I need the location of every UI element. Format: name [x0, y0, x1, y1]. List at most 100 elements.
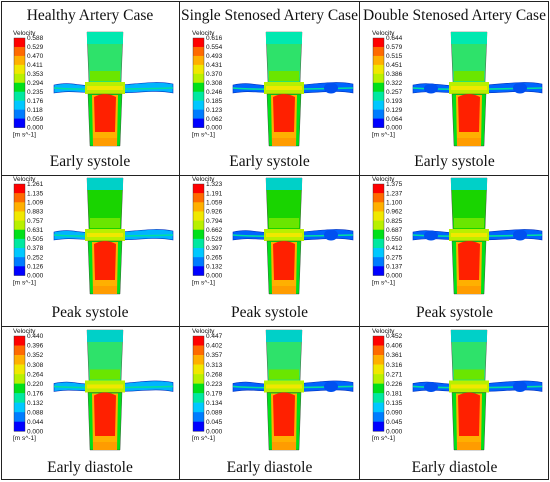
caption-double-early-diastole: Early diastole — [411, 459, 498, 476]
legend-swatch — [373, 345, 384, 356]
legend-swatch — [373, 402, 384, 413]
caption-double-early-systole: Early systole — [414, 153, 495, 170]
legend-tick-label: 0.045 — [206, 419, 223, 426]
legend-swatch — [373, 220, 384, 231]
caption-double-peak-systole: Peak systole — [415, 304, 494, 321]
legend-tick-label: 0.268 — [206, 371, 223, 378]
panel-double-peak-systole: Velocity 1.375 1.237 1.100 0.962 0.825 0.687 0.… — [361, 175, 548, 297]
legend-tick-label: 0.962 — [386, 209, 403, 216]
legend-tick-label: 1.237 — [386, 190, 403, 197]
panel-single-early-diastole: Velocity 0.447 0.402 0.357 0.313 0.268 0.223 0.… — [181, 327, 359, 453]
legend-swatch — [193, 91, 204, 101]
legend-swatch — [14, 345, 25, 356]
legend-swatch — [14, 91, 25, 101]
legend-swatch — [14, 202, 25, 212]
legend-tick-label: 1.059 — [206, 199, 223, 206]
legend-tick-label: 1.135 — [27, 190, 44, 197]
legend-tick-label: 0.529 — [27, 44, 44, 51]
legend-swatch — [373, 383, 384, 394]
table-border-right — [548, 1, 549, 480]
legend-tick-label: 0.118 — [27, 107, 43, 114]
legend-swatch — [373, 202, 384, 212]
legend-swatch — [193, 46, 204, 57]
legend-tick-label: 0.137 — [386, 263, 403, 270]
legend-tick-label: 0.226 — [386, 381, 403, 388]
legend-tick-label: 0.000 — [386, 125, 403, 132]
legend-swatch — [373, 64, 384, 75]
legend-title: Velocity — [372, 30, 395, 37]
legend-swatch — [373, 257, 384, 267]
legend-tick-label: 0.235 — [27, 89, 44, 96]
legend-swatch — [193, 202, 204, 212]
legend-swatch — [373, 374, 384, 384]
legend-tick-label: 0.616 — [206, 35, 223, 42]
legend-tick-label: 0.402 — [206, 343, 223, 350]
table-border-top — [1, 1, 549, 2]
legend-tick-label: 0.554 — [206, 44, 223, 51]
legend-tick-label: 0.396 — [27, 343, 44, 350]
legend-title: Velocity — [13, 30, 36, 37]
column-title-healthy: Healthy Artery Case — [26, 7, 154, 24]
legend-swatch — [14, 336, 25, 346]
legend-swatch — [14, 266, 25, 276]
legend-tick-label: 1.100 — [386, 199, 403, 206]
legend-swatch — [193, 118, 204, 128]
legend-tick-label: 0.132 — [206, 263, 223, 270]
legend-swatch — [373, 73, 384, 84]
legend-swatch — [373, 266, 384, 276]
legend-swatch — [14, 100, 25, 110]
legend-tick-label: 0.129 — [386, 107, 403, 114]
legend-unit: [m s^-1] — [192, 279, 215, 286]
legend-swatch — [14, 220, 25, 231]
legend-tick-label: 0.062 — [206, 116, 223, 123]
panel-single-early-systole: Velocity 0.616 0.554 0.493 0.431 0.370 0.308 0.… — [181, 29, 359, 149]
legend-tick-label: 1.261 — [27, 181, 44, 188]
legend-tick-label: 0.176 — [27, 98, 44, 105]
caption-healthy-peak-systole: Peak systole — [51, 304, 129, 321]
legend-tick-label: 0.322 — [386, 80, 403, 87]
legend-tick-label: 0.757 — [27, 218, 44, 225]
legend-swatch — [193, 211, 204, 221]
legend-swatch — [193, 412, 204, 423]
legend-tick-label: 0.132 — [27, 400, 44, 407]
legend-unit: [m s^-1] — [192, 435, 215, 442]
legend-swatch — [373, 91, 384, 101]
legend-unit: [m s^-1] — [372, 279, 395, 286]
legend-tick-label: 0.088 — [27, 409, 44, 416]
legend-swatch — [14, 383, 25, 394]
legend-swatch — [373, 248, 384, 258]
legend-unit: [m s^-1] — [192, 132, 215, 139]
legend-unit: [m s^-1] — [13, 132, 36, 139]
legend-swatch — [373, 100, 384, 110]
legend-tick-label: 0.220 — [27, 381, 44, 388]
legend-swatch — [373, 211, 384, 221]
legend-swatch — [193, 193, 204, 203]
table-border-bottom — [1, 479, 549, 480]
legend-tick-label: 0.135 — [386, 400, 403, 407]
legend-swatch — [373, 412, 384, 423]
panel-double-early-systole: Velocity 0.644 0.579 0.515 0.451 0.386 0.322 0.… — [361, 29, 548, 149]
legend-swatch — [14, 393, 25, 403]
legend-tick-label: 0.662 — [206, 227, 223, 234]
legend-swatch — [14, 238, 25, 249]
legend-tick-label: 0.264 — [27, 371, 44, 378]
artery-vessel — [232, 177, 354, 295]
legend-swatch — [193, 238, 204, 249]
legend-swatch — [193, 64, 204, 75]
legend-swatch — [373, 193, 384, 203]
legend-swatch — [193, 336, 204, 346]
legend-title: Velocity — [372, 176, 395, 183]
legend-tick-label: 0.588 — [27, 35, 44, 42]
artery-vessel — [232, 329, 354, 451]
legend-swatch — [14, 55, 25, 66]
legend-title: Velocity — [192, 176, 215, 183]
legend-tick-label: 0.579 — [386, 44, 403, 51]
table-divider-row-2 — [1, 326, 549, 327]
legend-tick-label: 0.223 — [206, 381, 223, 388]
legend-tick-label: 0.386 — [386, 71, 403, 78]
legend-swatch — [193, 266, 204, 276]
legend-tick-label: 1.323 — [206, 181, 223, 188]
table-border-left — [1, 1, 2, 480]
